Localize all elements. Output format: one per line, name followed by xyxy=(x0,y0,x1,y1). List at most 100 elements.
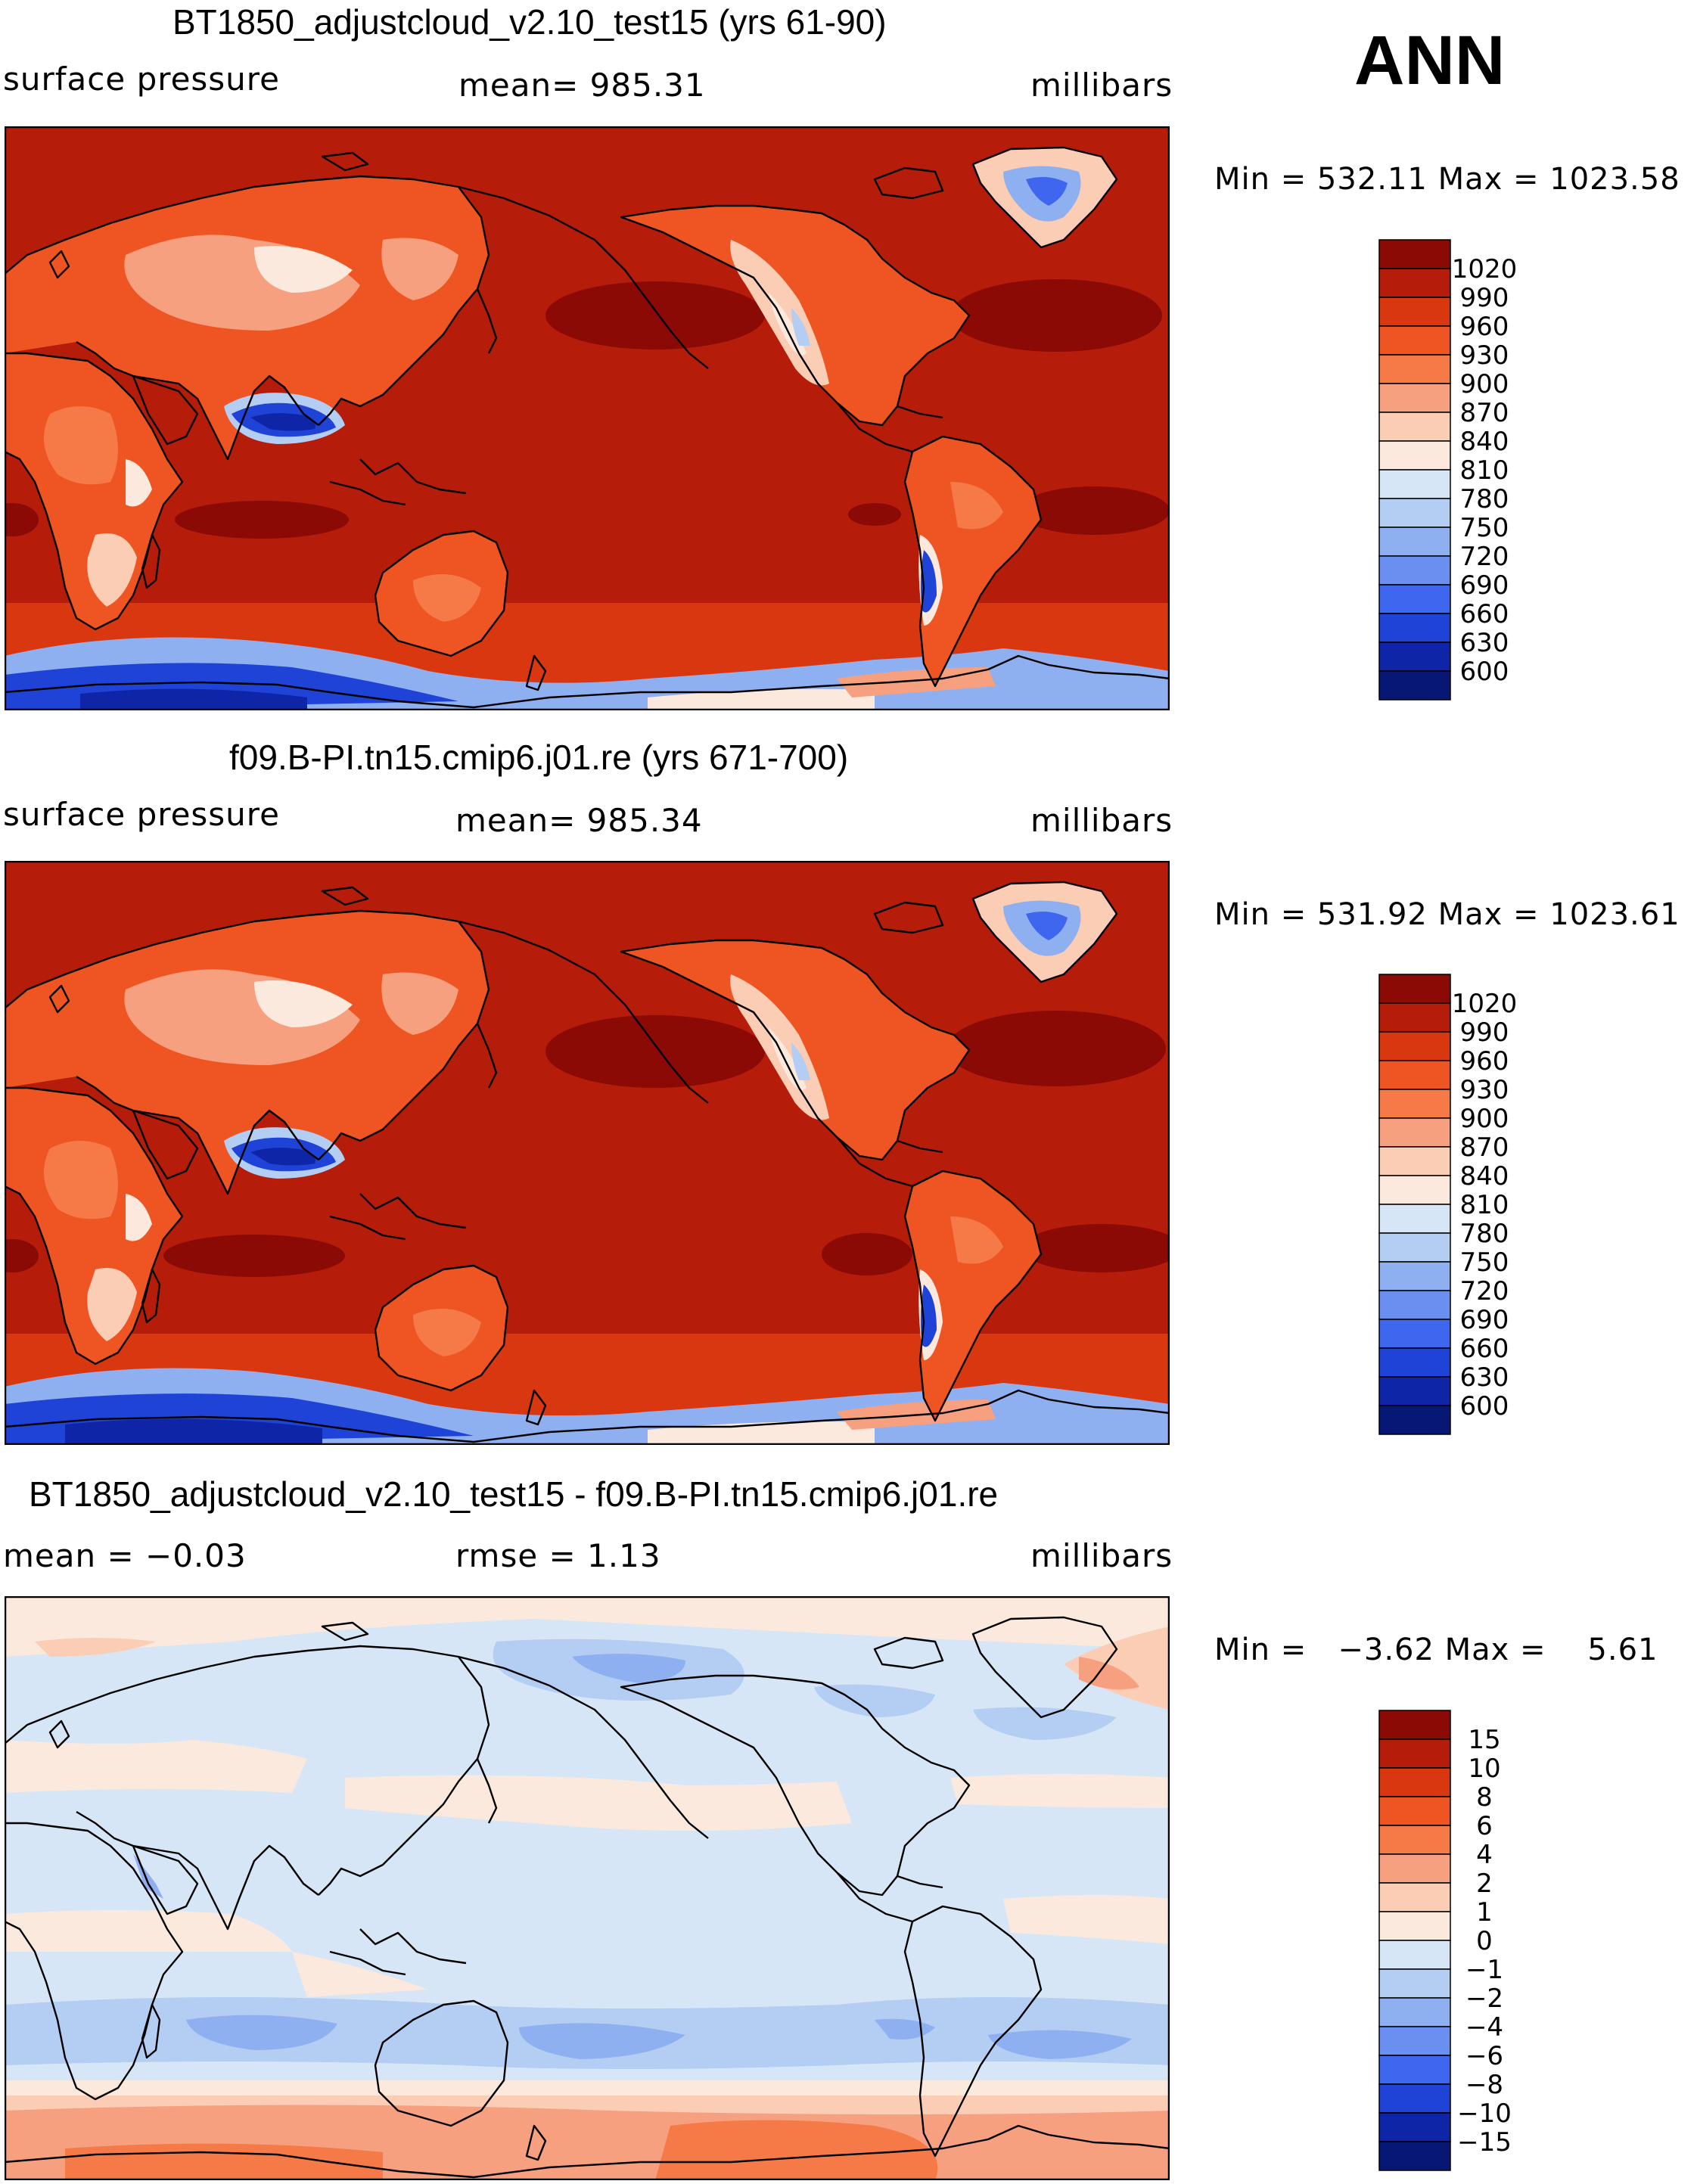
panel3-colorbar-tick-label: −6 xyxy=(1465,2041,1503,2071)
panel3-colorbar: 15 10 8 6 4 2 1 0 −1 −2 −4 −6 −8 −10 −15 xyxy=(1378,1710,1512,2173)
panel3-colorbar-tick-label: 6 xyxy=(1476,1811,1493,1841)
panel1-colorbar-color-box xyxy=(1378,325,1451,356)
panel2-colorbar-color-box xyxy=(1378,1089,1451,1119)
panel1-colorbar-color-box xyxy=(1378,670,1451,701)
panel2-colorbar-color-box xyxy=(1378,1146,1451,1176)
panel2-colorbar: 1020 990 960 930 900 870 840 810 780 750 720 690 660… xyxy=(1378,974,1517,1437)
high-pressure-cell xyxy=(1018,486,1170,535)
panel2-colorbar-color-box xyxy=(1378,1031,1451,1061)
panel1-colorbar: 1020 990 960 930 900 870 840 810 780 750 720 690 660… xyxy=(1378,239,1517,703)
panel1-colorbar-tick-label: 900 xyxy=(1460,369,1509,399)
panel3-colorbar-tick-label: −4 xyxy=(1465,2012,1503,2043)
panel1-colorbar-color-box xyxy=(1378,584,1451,614)
panel1-colorbar-color-box xyxy=(1378,498,1451,528)
panel2-colorbar-tick-label: 840 xyxy=(1460,1161,1509,1191)
panel1-colorbar-tick-label: 840 xyxy=(1460,427,1509,457)
panel3-colorbar-color-box xyxy=(1378,1882,1451,1912)
panel1-colorbar-color-box xyxy=(1378,354,1451,384)
panel1-colorbar-color-box xyxy=(1378,297,1451,327)
panel1-colorbar-color-box xyxy=(1378,527,1451,557)
andes-low-pressure xyxy=(920,550,937,613)
panel3-colorbar-color-box xyxy=(1378,1997,1451,2027)
panel2-colorbar-svg: 1020990960930900870840810780750720690660… xyxy=(1378,974,1517,1435)
panel1-minmax: Min = 532.11 Max = 1023.58 xyxy=(1214,162,1680,197)
high-pressure-cell xyxy=(1022,1224,1170,1272)
panel2-map xyxy=(5,861,1170,1445)
panel2-colorbar-color-box xyxy=(1378,1117,1451,1148)
panel2-colorbar-tick-label: 660 xyxy=(1460,1334,1509,1364)
panel3-colorbar-color-box xyxy=(1378,2083,1451,2114)
panel3-colorbar-tick-label: 4 xyxy=(1476,1840,1493,1870)
panel2-colorbar-tick-label: 990 xyxy=(1460,1017,1509,1048)
panel2-colorbar-tick-label: 780 xyxy=(1460,1219,1509,1249)
panel1-colorbar-tick-label: 780 xyxy=(1460,484,1509,514)
panel1-colorbar-tick-label: 690 xyxy=(1460,570,1509,601)
panel3-colorbar-tick-label: 0 xyxy=(1476,1926,1493,1956)
panel1-mean-label: mean= 985.31 xyxy=(458,67,706,104)
panel1-colorbar-tick-label: 630 xyxy=(1460,628,1509,658)
panel2-colorbar-color-box xyxy=(1378,1290,1451,1320)
high-pressure-cell xyxy=(822,1233,912,1275)
panel2-colorbar-color-box xyxy=(1378,1405,1451,1435)
panel1-colorbar-color-box xyxy=(1378,555,1451,586)
panel1-colorbar-tick-label: 810 xyxy=(1460,455,1509,486)
panel3-minmax: Min = −3.62 Max = 5.61 xyxy=(1214,1633,1658,1667)
panel3-colorbar-color-box xyxy=(1378,1940,1451,1970)
high-pressure-cell xyxy=(946,1011,1166,1086)
panel2-title: f09.B-PI.tn15.cmip6.j01.re (yrs 671-700) xyxy=(229,738,849,777)
panel3-colorbar-tick-label: 10 xyxy=(1468,1754,1500,1784)
panel3-colorbar-tick-label: −8 xyxy=(1465,2070,1503,2100)
panel1-colorbar-tick-label: 600 xyxy=(1460,657,1509,687)
panel3-colorbar-tick-label: −10 xyxy=(1457,2099,1512,2129)
positive-anomaly-band xyxy=(5,1740,307,1793)
panel2-colorbar-color-box xyxy=(1378,974,1451,1004)
panel2-colorbar-color-box xyxy=(1378,1347,1451,1378)
panel1-colorbar-color-box xyxy=(1378,268,1451,298)
panel3-colorbar-color-box xyxy=(1378,1710,1451,1740)
panel2-colorbar-tick-label: 960 xyxy=(1460,1046,1509,1076)
panel3-colorbar-color-box xyxy=(1378,1853,1451,1884)
panel1-variable-label: surface pressure xyxy=(3,61,280,98)
panel2-colorbar-color-box xyxy=(1378,1319,1451,1349)
panel1-colorbar-color-box xyxy=(1378,440,1451,471)
panel2-colorbar-tick-label: 810 xyxy=(1460,1190,1509,1220)
panel2-colorbar-color-box xyxy=(1378,1002,1451,1033)
panel2-colorbar-color-box xyxy=(1378,1175,1451,1205)
panel1-colorbar-tick-label: 720 xyxy=(1460,542,1509,572)
panel3-colorbar-color-box xyxy=(1378,1767,1451,1797)
panel2-colorbar-tick-label: 750 xyxy=(1460,1247,1509,1278)
panel2-colorbar-color-box xyxy=(1378,1261,1451,1291)
panel1-colorbar-tick-label: 750 xyxy=(1460,513,1509,543)
panel1-colorbar-tick-label: 870 xyxy=(1460,398,1509,428)
panel3-colorbar-tick-label: 8 xyxy=(1476,1782,1493,1813)
panel2-mean-label: mean= 985.34 xyxy=(455,802,703,839)
panel2-colorbar-color-box xyxy=(1378,1232,1451,1263)
panel1-colorbar-color-box xyxy=(1378,613,1451,643)
panel1-map xyxy=(5,126,1170,710)
high-pressure-cell xyxy=(848,503,901,526)
panel2-colorbar-color-box xyxy=(1378,1204,1451,1234)
panel3-colorbar-tick-label: 1 xyxy=(1476,1897,1493,1928)
panel2-colorbar-color-box xyxy=(1378,1060,1451,1090)
panel2-colorbar-tick-label: 720 xyxy=(1460,1276,1509,1306)
panel3-title: BT1850_adjustcloud_v2.10_test15 - f09.B-… xyxy=(29,1474,999,1514)
panel3-colorbar-tick-label: 2 xyxy=(1476,1869,1493,1899)
panel1-colorbar-tick-label: 960 xyxy=(1460,312,1509,342)
panel3-rmse-label: rmse = 1.13 xyxy=(455,1537,661,1574)
panel3-colorbar-color-box xyxy=(1378,2141,1451,2171)
panel1-units-label: millibars xyxy=(1030,67,1173,104)
panel3-colorbar-tick-label: −1 xyxy=(1465,1955,1503,1985)
high-pressure-cell xyxy=(5,503,39,536)
positive-anomaly-band xyxy=(950,1774,1170,1808)
panel1-colorbar-svg: 1020990960930900870840810780750720690660… xyxy=(1378,239,1517,701)
panel3-units-label: millibars xyxy=(1030,1537,1173,1574)
panel1-colorbar-color-box xyxy=(1378,383,1451,413)
panel2-variable-label: surface pressure xyxy=(3,796,280,833)
panel1-title: BT1850_adjustcloud_v2.10_test15 (yrs 61-… xyxy=(172,2,887,42)
panel3-colorbar-color-box xyxy=(1378,1738,1451,1769)
panel2-units-label: millibars xyxy=(1030,802,1173,839)
panel2-colorbar-tick-label: 870 xyxy=(1460,1132,1509,1163)
panel3-map xyxy=(5,1596,1170,2180)
panel2-colorbar-tick-label: 690 xyxy=(1460,1305,1509,1335)
